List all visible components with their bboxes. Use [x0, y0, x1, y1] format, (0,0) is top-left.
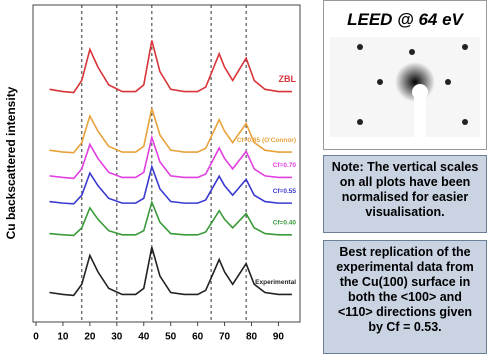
legend-label: Cf=0.85 (O'Connor)	[237, 137, 296, 144]
note-box: Note: The vertical scales on all plots h…	[323, 155, 487, 233]
x-tick-label: 30	[111, 332, 123, 343]
series-line	[49, 247, 291, 295]
conclusion-box: Best replication of the experimental dat…	[323, 240, 487, 354]
legend-label: Experimental	[255, 279, 296, 286]
legend-label: Cf=0.40	[273, 220, 297, 227]
x-tick-label: 60	[192, 332, 204, 343]
note-text: Note: The vertical scales on all plots h…	[332, 160, 479, 219]
x-tick-label: 70	[219, 332, 231, 343]
page: body { margin: 0; width: 487px; height: …	[0, 0, 487, 354]
chart: Cu backscattered intensity 0 10 20 30 40 50 60…	[0, 0, 320, 354]
series-line	[49, 108, 291, 152]
legend-label: Cf=0.70	[273, 162, 297, 169]
series-line	[49, 202, 291, 235]
x-tick-label: 20	[84, 332, 96, 343]
conclusion-text: Best replication of the experimental dat…	[336, 245, 474, 334]
legend-label: ZBL	[279, 74, 297, 84]
x-tick-label: 90	[273, 332, 285, 343]
x-tick-label: 0	[33, 332, 39, 343]
leed-gun-shadow	[414, 92, 426, 137]
x-tick-label: 50	[165, 332, 177, 343]
plot-frame	[33, 5, 300, 322]
x-tick-label: 80	[246, 332, 258, 343]
y-axis-title: Cu backscattered intensity	[4, 86, 18, 239]
legend-label: Cf=0.55	[273, 188, 297, 195]
leed-image	[330, 37, 480, 137]
page-body: {"chart_data": {"type": "line", "y_label…	[0, 0, 487, 354]
series-line	[49, 41, 291, 93]
x-tick-label: 10	[57, 332, 69, 343]
x-tick-label: 40	[138, 332, 150, 343]
leed-title: LEED @ 64 eV	[324, 7, 486, 33]
leed-panel: LEED @ 64 eV	[323, 0, 487, 150]
series-line	[49, 167, 291, 204]
